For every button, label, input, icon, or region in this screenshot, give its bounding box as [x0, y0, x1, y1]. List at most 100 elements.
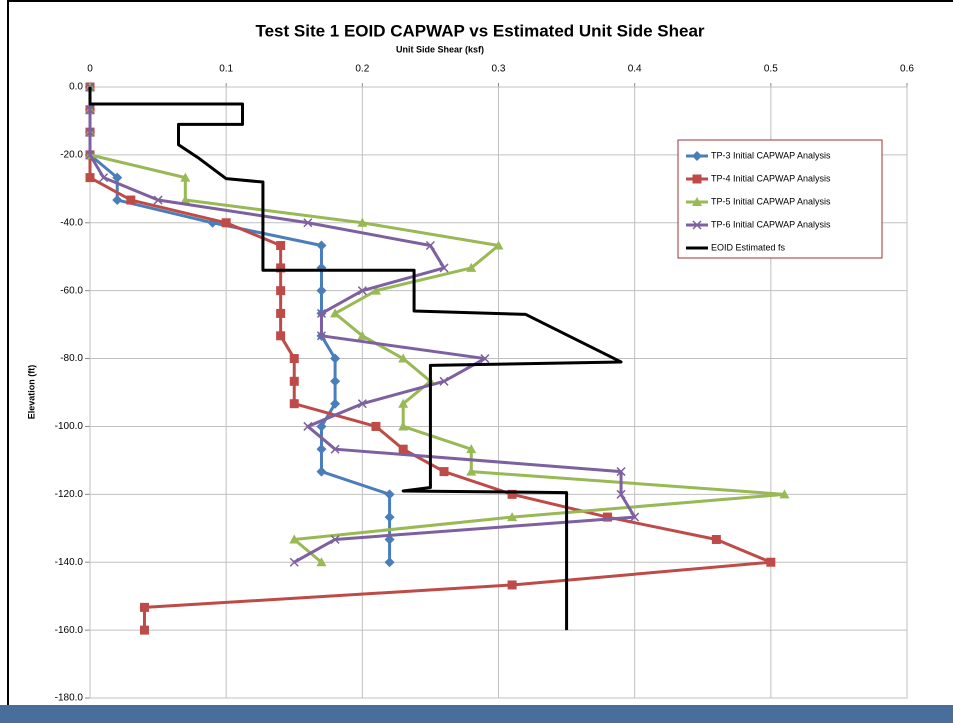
marker — [139, 602, 149, 612]
marker — [289, 376, 299, 386]
marker — [616, 467, 626, 477]
marker — [384, 512, 395, 523]
marker — [466, 262, 477, 272]
legend-marker — [692, 151, 702, 161]
marker — [711, 534, 721, 544]
marker — [221, 218, 231, 228]
marker — [99, 173, 109, 183]
x-axis-title: Unit Side Shear (ksf) — [396, 44, 484, 54]
legend-label: TP-5 Initial CAPWAP Analysis — [711, 196, 831, 206]
marker — [276, 331, 286, 341]
marker — [507, 512, 518, 522]
marker — [316, 444, 327, 455]
y-tick-label: -120.0 — [55, 489, 84, 500]
y-axis-title: Elevation (ft) — [26, 365, 36, 420]
marker — [316, 308, 327, 318]
marker — [289, 557, 299, 567]
marker — [276, 241, 286, 251]
marker — [276, 308, 286, 318]
y-tick-label: -180.0 — [55, 693, 84, 704]
marker — [371, 421, 381, 431]
marker — [289, 399, 299, 409]
marker — [316, 557, 327, 567]
marker — [276, 263, 286, 273]
marker — [330, 398, 341, 409]
x-tick-label: 0.1 — [219, 64, 233, 75]
marker — [466, 444, 477, 454]
marker — [316, 240, 327, 251]
series-line — [88, 87, 786, 564]
x-tick-label: 0.2 — [355, 64, 369, 75]
x-tick-label: 0.3 — [492, 64, 506, 75]
marker — [466, 466, 477, 476]
marker — [439, 467, 449, 477]
y-tick-label: -60.0 — [60, 285, 83, 296]
x-tick-label: 0.4 — [628, 64, 642, 75]
marker — [303, 218, 313, 228]
marker — [85, 173, 95, 183]
y-tick-label: 0.0 — [69, 82, 83, 93]
marker — [330, 444, 340, 454]
marker — [398, 421, 409, 431]
marker — [439, 263, 449, 273]
y-tick-label: -20.0 — [60, 150, 83, 161]
marker — [425, 240, 435, 251]
legend-label: TP-6 Initial CAPWAP Analysis — [711, 219, 831, 229]
marker — [766, 557, 776, 567]
y-tick-label: -100.0 — [55, 421, 84, 432]
marker — [357, 286, 367, 296]
marker — [303, 421, 313, 431]
plot-border — [89, 86, 908, 699]
marker — [112, 195, 123, 206]
marker — [357, 330, 368, 340]
marker — [630, 512, 640, 522]
marker — [330, 353, 341, 364]
marker — [85, 150, 95, 160]
marker — [616, 489, 626, 499]
marker — [439, 376, 449, 386]
legend-marker — [692, 197, 702, 206]
marker — [276, 286, 286, 296]
marker — [507, 489, 517, 499]
y-tick-label: -40.0 — [60, 217, 83, 228]
x-tick-label: 0 — [87, 64, 93, 75]
y-tick-label: -80.0 — [60, 353, 83, 364]
marker — [180, 195, 191, 205]
marker — [398, 398, 409, 408]
series-line — [88, 87, 623, 631]
marker — [330, 534, 340, 545]
legend-marker — [692, 174, 702, 184]
marker — [112, 172, 123, 183]
x-tick-label: 0.5 — [764, 64, 778, 75]
legend-label: EOID Estimated fs — [711, 242, 786, 252]
marker — [480, 354, 490, 364]
marker — [779, 489, 790, 499]
marker — [139, 625, 149, 635]
legend-label: TP-3 Initial CAPWAP Analysis — [711, 150, 831, 160]
chart-title: Test Site 1 EOID CAPWAP vs Estimated Uni… — [255, 21, 704, 40]
bottom-bar — [0, 705, 953, 723]
marker — [316, 285, 327, 296]
y-tick-label: -140.0 — [55, 557, 84, 568]
marker — [330, 308, 341, 318]
legend-marker — [692, 220, 702, 230]
marker — [126, 195, 136, 205]
marker — [289, 534, 300, 544]
marker — [357, 217, 368, 227]
series-line — [88, 87, 637, 564]
marker — [85, 105, 95, 115]
marker — [180, 172, 191, 182]
marker — [384, 557, 395, 568]
marker — [316, 331, 327, 341]
marker — [384, 489, 395, 500]
marker — [289, 354, 299, 364]
marker — [357, 399, 367, 409]
marker — [398, 444, 408, 454]
marker — [398, 353, 409, 363]
marker — [330, 376, 341, 387]
x-tick-label: 0.6 — [900, 64, 914, 75]
marker — [493, 240, 504, 250]
legend-box — [677, 139, 883, 259]
